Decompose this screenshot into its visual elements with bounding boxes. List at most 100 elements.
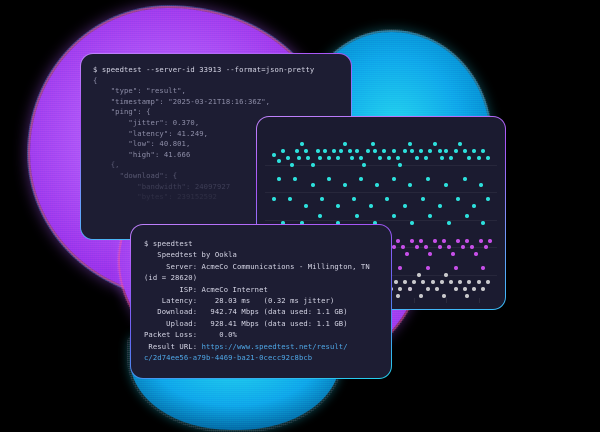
chart-dot-upload	[391, 245, 396, 250]
chart-dot-upload	[419, 238, 424, 243]
chart-dot-upload	[488, 238, 493, 243]
chart-dot-download	[336, 204, 341, 209]
result-url-line: Result URL: https://www.speedtest.net/re…	[144, 341, 379, 352]
chart-dot-upload	[437, 245, 442, 250]
chart-dot-download	[465, 214, 470, 219]
chart-dot-download	[366, 149, 371, 154]
chart-dot-latency	[421, 279, 426, 284]
chart-dot-upload	[432, 238, 437, 243]
chart-dot-download	[423, 155, 428, 160]
chart-dot-download	[276, 176, 281, 181]
chart-dot-download	[354, 214, 359, 219]
chart-dot-download	[336, 155, 341, 160]
chart-dot-upload	[405, 252, 410, 257]
chart-dot-upload	[453, 266, 458, 271]
chart-dot-latency	[416, 272, 421, 277]
chart-dot-download	[368, 204, 373, 209]
chart-dot-download	[276, 159, 281, 164]
chart-dot-download	[281, 221, 286, 226]
chart-x-tick	[414, 298, 416, 303]
result-url-link[interactable]: https://www.speedtest.net/result/	[201, 341, 348, 351]
result-url-link-continued[interactable]: c/2d74ee56-a79b-4469-ba21-0cecc92c8bcb	[144, 353, 313, 363]
json-terminal-line: "timestamp": "2025-03-21T18:16:36Z",	[93, 96, 271, 106]
chart-dot-latency	[462, 286, 467, 291]
chart-dot-download	[432, 142, 437, 147]
chart-dot-download	[384, 197, 389, 202]
chart-dot-latency	[453, 286, 458, 291]
result-terminal-line: Upload: 928.41 Mbps (data used: 1.1 GB)	[144, 318, 348, 328]
chart-dot-download	[403, 204, 407, 209]
chart-dot-upload	[481, 266, 486, 271]
chart-dot-download	[453, 149, 458, 154]
chart-dot-download	[317, 214, 322, 219]
chart-dot-latency	[481, 286, 486, 291]
chart-dot-upload	[455, 238, 460, 243]
chart-dot-download	[455, 197, 460, 202]
chart-dot-download	[481, 149, 486, 154]
json-terminal-line: "download": {	[93, 170, 178, 180]
chart-dot-download	[331, 149, 336, 154]
json-terminal-line: "type": "result",	[93, 86, 186, 96]
chart-dot-download	[322, 149, 327, 154]
chart-dot-upload	[483, 245, 488, 250]
chart-dot-upload	[423, 245, 428, 250]
chart-dot-download	[359, 176, 364, 181]
chart-dot-download	[444, 149, 449, 154]
chart-dot-latency	[465, 293, 470, 298]
chart-dot-download	[292, 176, 297, 181]
chart-dot-download	[343, 142, 348, 147]
result-terminal-line: ISP: AcmeCo Internet	[144, 284, 268, 294]
json-terminal-line: "jitter": 0.370,	[93, 117, 200, 127]
json-terminal-line: "ping": {	[93, 107, 151, 117]
chart-dot-download	[481, 221, 486, 226]
chart-dot-download	[288, 197, 292, 202]
chart-dot-latency	[426, 286, 430, 291]
chart-dot-download	[373, 221, 378, 226]
chart-dot-download	[419, 149, 424, 154]
chart-x-tick	[446, 298, 448, 303]
result-terminal-line: Download: 942.74 Mbps (data used: 1.1 GB…	[144, 307, 348, 317]
chart-dot-latency	[476, 279, 481, 284]
chart-dot-download	[428, 149, 433, 154]
chart-dot-upload	[465, 238, 470, 243]
chart-dot-upload	[460, 245, 465, 250]
chart-dot-download	[437, 149, 442, 154]
chart-dot-download	[409, 149, 414, 154]
chart-dot-download	[350, 155, 355, 160]
chart-dot-latency	[439, 279, 444, 284]
result-terminal-line: Packet Loss: 0.0%	[144, 330, 237, 340]
chart-dot-download	[386, 155, 391, 160]
chart-dot-download	[359, 155, 364, 160]
chart-x-tick	[478, 298, 480, 303]
chart-dot-latency	[444, 272, 449, 277]
result-output-terminal-card[interactable]: $ speedtest Speedtest by Ookla Server: A…	[130, 224, 392, 379]
chart-dot-download	[414, 155, 419, 160]
chart-dot-download	[285, 155, 290, 160]
chart-dot-download	[407, 183, 412, 188]
chart-dot-download	[428, 214, 433, 219]
chart-dot-download	[352, 197, 357, 202]
chart-dot-download	[311, 162, 315, 167]
chart-dot-upload	[409, 238, 414, 243]
chart-dot-latency	[458, 279, 463, 284]
chart-dot-download	[343, 183, 348, 188]
chart-dot-download	[304, 204, 309, 209]
chart-dot-download	[437, 204, 442, 209]
chart-dot-latency	[389, 286, 394, 291]
chart-dot-download	[297, 155, 302, 160]
chart-dot-download	[304, 149, 309, 154]
chart-dot-download	[361, 162, 366, 167]
chart-dot-latency	[403, 279, 407, 284]
chart-dot-download	[462, 176, 467, 181]
chart-dot-download	[370, 142, 375, 147]
chart-dot-latency	[393, 279, 398, 284]
json-terminal-line: $ speedtest --server-id 33913 --format=j…	[93, 65, 315, 74]
chart-dot-download	[315, 149, 320, 154]
chart-dot-download	[375, 183, 380, 188]
chart-dot-download	[398, 162, 403, 167]
chart-dot-download	[317, 155, 322, 160]
json-terminal-line: "bandwidth": 24097927	[93, 181, 231, 191]
chart-dot-download	[281, 149, 286, 154]
result-terminal-line: Speedtest by Ookla	[144, 250, 237, 260]
chart-dot-download	[373, 149, 378, 154]
